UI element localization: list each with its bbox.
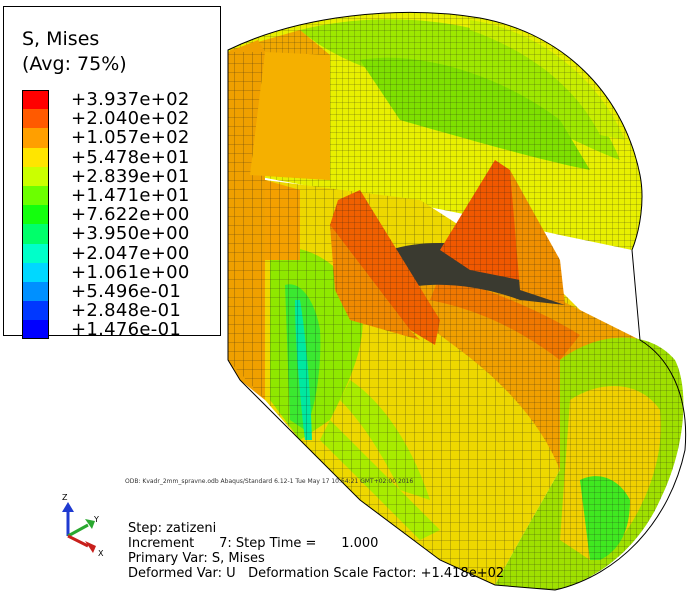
legend-swatch — [22, 90, 49, 110]
legend-row: +1.061e+00 — [22, 261, 190, 283]
legend-value: +2.047e+00 — [71, 242, 190, 264]
legend-value: +1.471e+01 — [71, 185, 190, 207]
triad-x-label: X — [98, 549, 104, 558]
legend-title: S, Mises — [22, 28, 100, 50]
legend-row: +5.496e-01 — [22, 280, 190, 302]
legend-swatch — [22, 147, 49, 167]
legend-row: +1.471e+01 — [22, 185, 190, 207]
mesh-region-top-shell-grid — [228, 12, 643, 250]
contour-legend: S, Mises (Avg: 75%) +3.937e+02 +2.040e+02… — [3, 6, 221, 341]
legend-row: +2.839e+01 — [22, 165, 190, 187]
legend-swatch — [22, 128, 49, 148]
legend-value: +2.040e+02 — [71, 108, 190, 130]
legend-row: +5.478e+01 — [22, 146, 190, 168]
odb-info-line: ODB: Kvadr_2mm_spravne.odb Abaqus/Standa… — [125, 478, 414, 485]
legend-row: +1.476e-01 — [22, 319, 190, 341]
triad-z-label: Z — [62, 493, 68, 502]
legend-swatch — [22, 166, 49, 186]
legend-value: +1.061e+00 — [71, 261, 190, 283]
legend-value: +3.937e+02 — [71, 89, 190, 111]
mesh-region-front-block — [250, 52, 330, 180]
legend-swatch — [22, 243, 49, 263]
legend-swatch — [22, 301, 49, 321]
legend-value: +5.478e+01 — [71, 146, 190, 168]
legend-value: +1.057e+02 — [71, 127, 190, 149]
fem-model — [227, 12, 687, 591]
legend-value: +2.848e-01 — [71, 300, 182, 322]
step-info-block: Step: zatizeni Increment 7: Step Time = … — [128, 521, 504, 581]
axis-triad: Z Y X — [62, 493, 104, 558]
legend-value: +3.950e+00 — [71, 223, 190, 245]
legend-value: +5.496e-01 — [71, 280, 182, 302]
legend-swatch — [22, 281, 49, 302]
increment-label: Increment 7: Step Time = 1.000 — [128, 536, 379, 551]
legend-value: +2.839e+01 — [71, 165, 190, 187]
deformed-var-label: Deformed Var: U Deformation Scale Factor… — [128, 566, 505, 581]
legend-swatch — [22, 224, 49, 244]
legend-swatch — [22, 109, 49, 129]
legend-scale: +3.937e+02 +2.040e+02 +1.057e+02 +5.478e+01… — [22, 89, 190, 341]
step-label: Step: zatizeni — [128, 521, 217, 536]
legend-row: +3.950e+00 — [22, 223, 190, 245]
legend-subtitle: (Avg: 75%) — [22, 53, 127, 75]
legend-row: +2.848e-01 — [22, 300, 190, 322]
legend-row: +7.622e+00 — [22, 204, 190, 226]
legend-value: +1.476e-01 — [71, 319, 182, 341]
legend-swatch — [22, 185, 49, 206]
legend-swatch — [22, 320, 49, 340]
legend-swatch — [22, 262, 49, 282]
legend-swatch — [22, 205, 49, 225]
legend-row: +2.040e+02 — [22, 108, 190, 130]
legend-row: +1.057e+02 — [22, 127, 190, 149]
primary-var-label: Primary Var: S, Mises — [128, 551, 265, 566]
legend-row: +3.937e+02 — [22, 89, 190, 111]
legend-value: +7.622e+00 — [71, 204, 190, 226]
legend-row: +2.047e+00 — [22, 242, 190, 264]
triad-y-label: Y — [93, 515, 99, 524]
